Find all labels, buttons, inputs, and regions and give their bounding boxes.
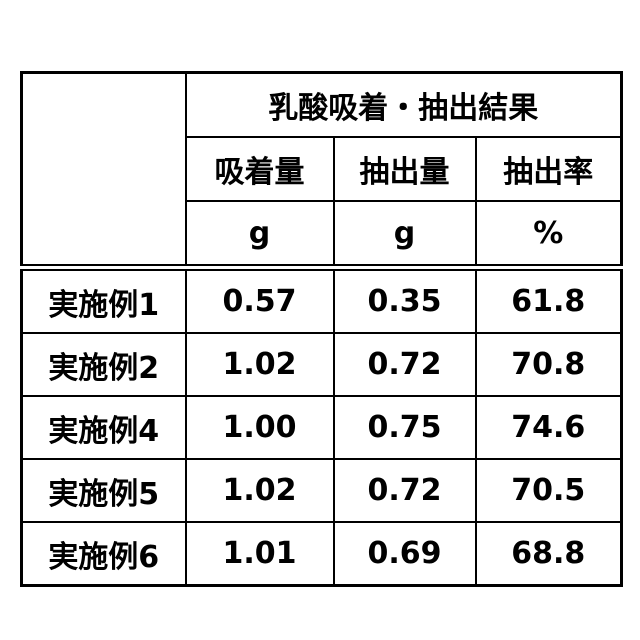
value-cell: 0.75 — [332, 395, 477, 460]
table-row: 実施例1 0.57 0.35 61.8 — [20, 264, 623, 334]
value-cell: 1.01 — [184, 521, 335, 587]
table-row: 実施例4 1.00 0.75 74.6 — [20, 395, 623, 460]
value-cell: 0.69 — [332, 521, 477, 587]
row-label: 実施例5 — [20, 458, 187, 523]
row-label: 実施例6 — [20, 521, 187, 587]
table-title: 乳酸吸着・抽出結果 — [184, 71, 623, 138]
value-cell: 74.6 — [474, 395, 623, 460]
value-cell: 1.02 — [184, 332, 335, 397]
results-table: 乳酸吸着・抽出結果 吸着量 抽出量 抽出率 g g % 実施例1 0.57 0.… — [20, 71, 624, 587]
row-label: 実施例4 — [20, 395, 187, 460]
col-header-adsorption-amount: 吸着量 — [184, 136, 335, 202]
value-cell: 0.72 — [332, 458, 477, 523]
column-header-row: 吸着量 抽出量 抽出率 — [22, 136, 623, 202]
value-cell: 0.72 — [332, 332, 477, 397]
value-cell: 1.02 — [184, 458, 335, 523]
col-header-extraction-rate: 抽出率 — [474, 136, 623, 202]
value-cell: 61.8 — [474, 264, 623, 334]
unit-adsorption: g — [184, 200, 335, 269]
table-row: 実施例5 1.02 0.72 70.5 — [20, 458, 623, 523]
value-cell: 0.35 — [332, 264, 477, 334]
table-row: 実施例6 1.01 0.69 68.8 — [20, 521, 623, 587]
value-cell: 70.5 — [474, 458, 623, 523]
value-cell: 1.00 — [184, 395, 335, 460]
unit-rate: % — [474, 200, 623, 269]
value-cell: 68.8 — [474, 521, 623, 587]
value-cell: 0.57 — [184, 264, 335, 334]
table-row: 実施例2 1.02 0.72 70.8 — [20, 332, 623, 397]
col-header-extraction-amount: 抽出量 — [332, 136, 477, 202]
title-row: 乳酸吸着・抽出結果 — [20, 71, 623, 269]
corner-cell — [20, 71, 187, 269]
value-cell: 70.8 — [474, 332, 623, 397]
row-label: 実施例2 — [20, 332, 187, 397]
unit-extraction: g — [332, 200, 477, 269]
row-label: 実施例1 — [20, 264, 187, 334]
units-row: g g % — [22, 200, 623, 269]
